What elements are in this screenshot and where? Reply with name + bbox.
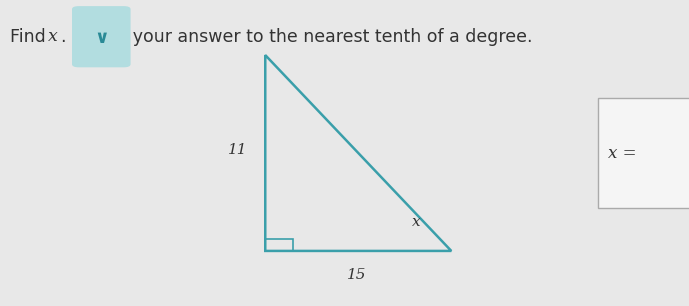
Text: x: x bbox=[48, 28, 58, 45]
Text: 15: 15 bbox=[347, 268, 366, 282]
Text: 11: 11 bbox=[228, 143, 247, 157]
Bar bbox=[265, 239, 293, 251]
Text: . Round your answer to the nearest tenth of a degree.: . Round your answer to the nearest tenth… bbox=[61, 28, 532, 46]
Text: x: x bbox=[412, 215, 420, 229]
Text: ∨: ∨ bbox=[94, 29, 109, 47]
Text: Find: Find bbox=[10, 28, 52, 46]
Text: x =: x = bbox=[608, 144, 636, 162]
FancyBboxPatch shape bbox=[598, 98, 689, 208]
FancyBboxPatch shape bbox=[72, 6, 131, 67]
